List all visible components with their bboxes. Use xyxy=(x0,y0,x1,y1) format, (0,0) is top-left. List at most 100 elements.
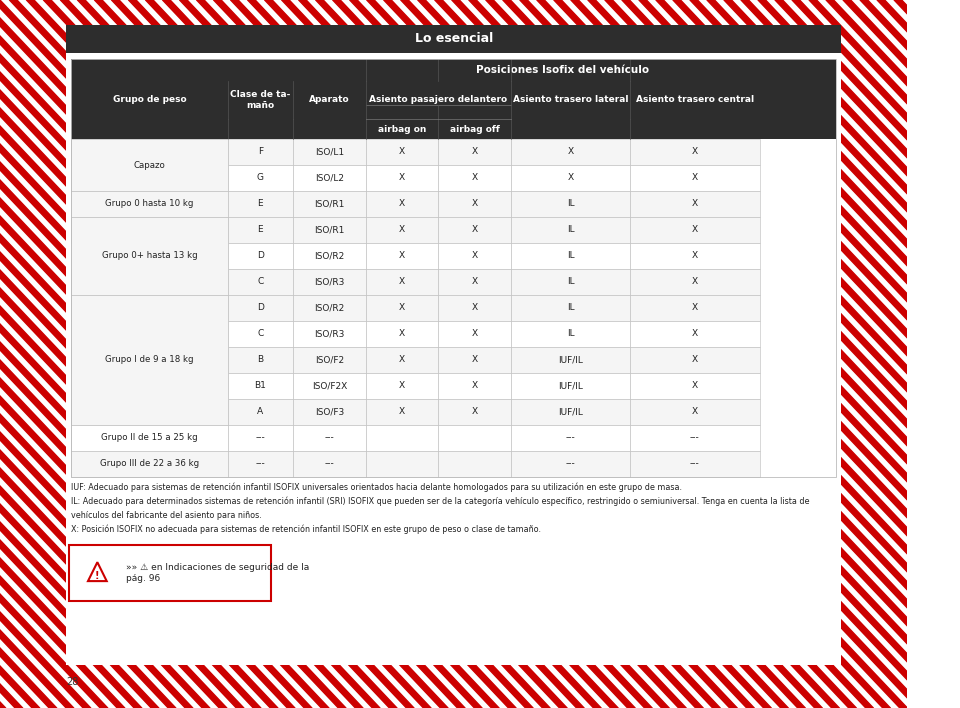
Bar xyxy=(439,347,511,373)
Text: X: X xyxy=(471,251,478,261)
Text: X: X xyxy=(471,408,478,416)
Bar xyxy=(228,191,293,217)
Text: C: C xyxy=(257,329,263,338)
Bar xyxy=(366,269,439,295)
Bar xyxy=(293,321,366,347)
Text: X: X xyxy=(471,355,478,365)
Bar xyxy=(228,347,293,373)
Text: X: Posición ISOFIX no adecuada para sistemas de retención infantil ISOFIX en est: X: Posición ISOFIX no adecuada para sist… xyxy=(71,525,540,535)
Bar xyxy=(439,191,511,217)
Text: X: X xyxy=(692,304,698,312)
Bar xyxy=(439,373,511,399)
Text: X: X xyxy=(692,382,698,391)
Text: ---: --- xyxy=(565,433,575,442)
Bar xyxy=(511,321,630,347)
Bar xyxy=(366,191,439,217)
Text: X: X xyxy=(399,382,405,391)
Bar xyxy=(439,425,511,451)
Bar xyxy=(71,347,228,373)
Text: Asiento pasajero delantero: Asiento pasajero delantero xyxy=(370,96,508,105)
Bar xyxy=(439,321,511,347)
Text: ---: --- xyxy=(690,459,700,469)
Bar xyxy=(293,165,366,191)
Text: X: X xyxy=(399,329,405,338)
Bar xyxy=(511,347,630,373)
Text: ISO/R3: ISO/R3 xyxy=(314,329,345,338)
Bar xyxy=(228,425,293,451)
Text: Grupo 0+ hasta 13 kg: Grupo 0+ hasta 13 kg xyxy=(102,251,197,261)
Bar xyxy=(511,191,630,217)
Bar xyxy=(71,139,228,191)
Text: X: X xyxy=(471,226,478,234)
Bar xyxy=(366,295,439,321)
Text: D: D xyxy=(257,304,264,312)
Text: ISO/L2: ISO/L2 xyxy=(315,173,344,183)
Text: ISO/R1: ISO/R1 xyxy=(314,226,345,234)
Text: ISO/F2X: ISO/F2X xyxy=(312,382,347,391)
Text: X: X xyxy=(692,147,698,156)
FancyBboxPatch shape xyxy=(69,545,272,601)
Bar xyxy=(511,139,630,165)
Text: X: X xyxy=(399,278,405,287)
Text: IL: Adecuado para determinados sistemas de retención infantil (SRI) ISOFIX que p: IL: Adecuado para determinados sistemas … xyxy=(71,497,809,506)
Text: ISO/R3: ISO/R3 xyxy=(314,278,345,287)
Text: X: X xyxy=(471,147,478,156)
Bar xyxy=(511,451,630,477)
Text: ISO/F2: ISO/F2 xyxy=(315,355,344,365)
Bar xyxy=(71,425,228,451)
Text: !: ! xyxy=(95,571,100,581)
Bar xyxy=(366,347,439,373)
Text: X: X xyxy=(399,408,405,416)
Bar xyxy=(228,139,293,165)
Bar xyxy=(630,321,760,347)
Bar xyxy=(71,321,228,347)
Text: X: X xyxy=(399,147,405,156)
Text: X: X xyxy=(399,173,405,183)
Bar xyxy=(293,269,366,295)
Text: Asiento trasero lateral: Asiento trasero lateral xyxy=(513,96,628,105)
Bar xyxy=(71,269,228,295)
Bar xyxy=(293,191,366,217)
Text: B: B xyxy=(257,355,263,365)
Bar xyxy=(630,139,760,165)
Bar xyxy=(439,165,511,191)
Bar xyxy=(228,321,293,347)
Bar xyxy=(366,217,439,243)
Text: ISO/F3: ISO/F3 xyxy=(315,408,344,416)
Text: 28: 28 xyxy=(66,677,79,687)
Bar xyxy=(228,243,293,269)
Bar xyxy=(71,165,228,191)
Text: IL: IL xyxy=(566,329,574,338)
Bar xyxy=(293,347,366,373)
Text: Posiciones Isofix del vehículo: Posiciones Isofix del vehículo xyxy=(476,65,649,75)
Bar xyxy=(228,451,293,477)
Text: X: X xyxy=(471,304,478,312)
Text: Grupo I de 9 a 18 kg: Grupo I de 9 a 18 kg xyxy=(105,355,194,365)
Text: X: X xyxy=(692,329,698,338)
Text: X: X xyxy=(471,329,478,338)
Bar xyxy=(228,373,293,399)
Text: X: X xyxy=(567,147,573,156)
Bar xyxy=(293,243,366,269)
Bar xyxy=(630,425,760,451)
Bar xyxy=(293,373,366,399)
Bar xyxy=(66,25,841,665)
Bar xyxy=(630,399,760,425)
Bar xyxy=(71,295,228,321)
Text: Capazo: Capazo xyxy=(133,161,165,169)
Text: Grupo II de 15 a 25 kg: Grupo II de 15 a 25 kg xyxy=(101,433,198,442)
Bar xyxy=(439,399,511,425)
Text: X: X xyxy=(567,173,573,183)
Bar xyxy=(228,217,293,243)
Text: X: X xyxy=(692,173,698,183)
Text: A: A xyxy=(257,408,263,416)
Text: ---: --- xyxy=(255,433,265,442)
Text: vehículos del fabricante del asiento para niños.: vehículos del fabricante del asiento par… xyxy=(71,511,262,520)
Text: Grupo de peso: Grupo de peso xyxy=(112,96,186,105)
Text: X: X xyxy=(399,251,405,261)
Text: X: X xyxy=(471,382,478,391)
Bar xyxy=(630,217,760,243)
Bar xyxy=(366,425,439,451)
Text: ---: --- xyxy=(690,433,700,442)
Bar xyxy=(366,139,439,165)
